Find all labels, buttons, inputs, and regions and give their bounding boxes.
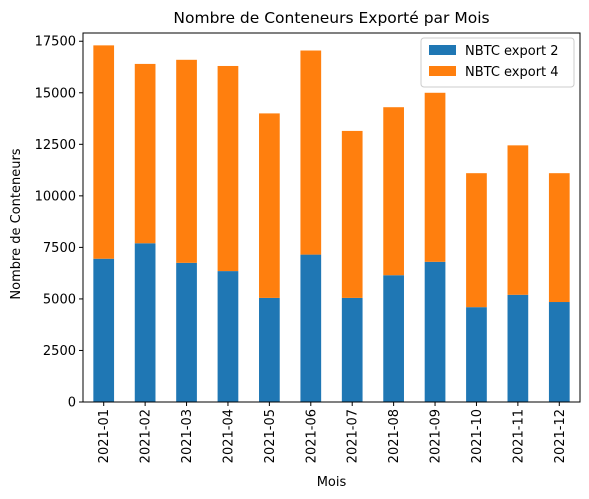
legend: NBTC export 2 NBTC export 4	[420, 37, 575, 88]
bar-export2-2021-12	[548, 302, 570, 402]
y-axis-title: Nombre de Conteneurs	[9, 148, 24, 299]
x-axis-title: Mois	[317, 475, 347, 490]
chart-title: Nombre de Conteneurs Exporté par Mois	[173, 9, 489, 27]
bar-export4-2021-08	[383, 107, 404, 276]
legend-swatch-export4	[429, 66, 456, 76]
legend-box	[420, 37, 575, 88]
bar-export4-2021-06	[300, 50, 322, 255]
y-tick-label-0: 0	[68, 396, 76, 411]
x-tick-label-2021-12: 2021-12	[553, 409, 568, 463]
bar-export4-2021-12	[548, 173, 570, 303]
y-tick-label-7500: 7500	[43, 241, 76, 256]
y-tick-label-15000: 15000	[35, 86, 76, 101]
bar-export4-2021-04	[217, 65, 239, 272]
y-tick-label-17500: 17500	[35, 35, 76, 50]
axes-frame	[82, 32, 581, 403]
plot-area: 0 2500 5000 7500 10000 12500 15000 17500 2021-01…	[35, 32, 581, 463]
bar-export2-2021-08	[383, 275, 404, 402]
x-tick-label-2021-07: 2021-07	[346, 409, 361, 463]
bar-export4-2021-10	[466, 173, 487, 308]
bar-export2-2021-11	[507, 294, 529, 402]
bar-export4-2021-01	[93, 45, 115, 259]
bar-export2-2021-04	[217, 271, 239, 402]
bar-export2-2021-10	[466, 307, 487, 402]
x-tick-label-2021-09: 2021-09	[429, 409, 444, 463]
x-tick-label-2021-02: 2021-02	[139, 409, 154, 463]
bar-export4-2021-11	[507, 145, 529, 295]
x-tick-label-2021-01: 2021-01	[97, 409, 112, 463]
x-tick-label-2021-08: 2021-08	[387, 409, 402, 463]
bar-export4-2021-05	[259, 113, 280, 298]
bar-export2-2021-06	[300, 254, 322, 402]
bar-export4-2021-07	[341, 130, 363, 298]
bar-export4-2021-09	[424, 92, 446, 262]
legend-label-export4: NBTC export 4	[465, 65, 559, 80]
x-tick-label-2021-04: 2021-04	[221, 409, 236, 463]
y-tick-label-10000: 10000	[35, 189, 76, 204]
bar-export2-2021-03	[176, 262, 197, 402]
x-tick-label-2021-03: 2021-03	[180, 409, 195, 463]
legend-label-export2: NBTC export 2	[465, 44, 559, 59]
bar-export4-2021-02	[134, 63, 156, 244]
y-tick-label-5000: 5000	[43, 292, 76, 307]
legend-swatch-export2	[429, 45, 456, 55]
x-tick-label-2021-06: 2021-06	[304, 409, 319, 463]
y-tick-label-2500: 2500	[43, 344, 76, 359]
bar-export4-2021-03	[176, 59, 197, 263]
y-tick-label-12500: 12500	[35, 138, 76, 153]
x-tick-label-2021-05: 2021-05	[263, 409, 278, 463]
bar-export2-2021-02	[134, 243, 156, 402]
bar-export2-2021-07	[341, 297, 363, 402]
bar-export2-2021-01	[93, 258, 115, 402]
bar-export2-2021-05	[259, 297, 280, 402]
x-tick-label-2021-11: 2021-11	[511, 409, 526, 463]
x-tick-label-2021-10: 2021-10	[470, 409, 485, 463]
bar-export2-2021-09	[424, 261, 446, 402]
